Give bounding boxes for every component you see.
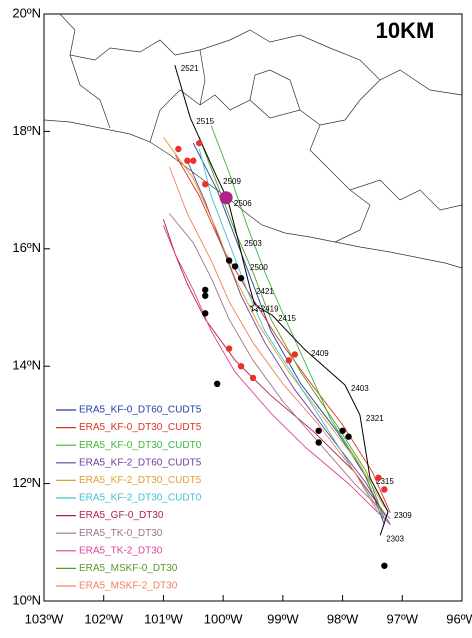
track-dot [196,139,203,147]
track-dot [225,257,233,264]
state-border [199,49,206,106]
time-label: 2503 [244,239,262,248]
track-dot [231,263,239,270]
track-dot [175,145,182,153]
x-tick-label: 101ºW [144,611,183,626]
track-dot [381,486,388,493]
x-tick-label: 103ºW [25,611,64,626]
y-tick-label: 10ºN [12,592,41,607]
model-track [169,213,391,520]
x-tick-label: 99ºW [267,611,299,626]
state-border [149,89,371,243]
model-track [163,137,385,508]
legend-label: ERA5_GF-0_DT30 [79,510,164,521]
track-dot [190,157,197,164]
track-dot [345,433,352,440]
x-tick-label: 98ºW [327,611,359,626]
track-dot [202,181,209,188]
track-dot [285,357,293,364]
time-label: 2521 [181,64,199,73]
model-track [192,142,385,525]
legend-label: ERA5_TK-0_DT30 [79,528,163,539]
model-track [162,225,391,526]
legend-label: ERA5_KF-0_DT60_CUDT5 [79,405,202,416]
state-border [249,69,301,111]
time-label: 2415 [278,314,296,323]
landfall-marker [219,191,233,205]
y-tick-label: 16ºN [12,240,41,255]
legend-label: ERA5_MSKF-0_DT30 [79,563,178,574]
legend-label: ERA5_KF-0_DT30_CUDT0 [79,440,202,451]
y-tick-label: 12ºN [12,475,41,490]
model-track [162,219,385,514]
time-label: 2500 [250,263,268,272]
time-label: 2515 [196,117,214,126]
track-dot [237,363,245,370]
legend-label: ERA5_TK-2_DT30 [79,545,163,556]
model-track [210,125,385,519]
time-label: 2315 [376,477,394,486]
track-dot [184,157,191,164]
x-tick-label: 96ºW [446,611,472,626]
x-tick-label: 102ºW [84,611,123,626]
legend-label: ERA5_MSKF-2_DT30 [79,581,178,592]
borders [43,13,463,269]
legend-label: ERA5_KF-0_DT30_CUDT5 [79,422,202,433]
time-label: 2419 [261,304,279,313]
y-tick-label: 20ºN [12,5,41,20]
track-dot [202,310,209,317]
track-dot [202,292,209,299]
map-title: 10KM [376,18,435,43]
time-label: 2509 [223,177,241,186]
model-track [175,154,391,514]
track-dot [202,286,209,294]
track-dot [225,345,233,352]
legend-label: ERA5_KF-2_DT60_CUDT5 [79,457,202,468]
track-dot [213,380,221,388]
track-dot [237,274,245,282]
model-track [168,166,379,514]
star-marker [249,301,261,312]
time-label: 2309 [394,511,412,520]
y-tick-label: 18ºN [12,123,41,138]
track-dot [375,474,382,481]
model-track [198,148,385,520]
legend-label: ERA5_KF-2_DT30_CUDT0 [79,493,202,504]
x-tick-label: 97ºW [387,611,419,626]
time-label: 2421 [256,287,274,296]
track-dot [249,374,257,382]
track-dot [381,562,388,569]
track-dot [315,439,322,446]
track-dot [339,427,346,434]
legend-label: ERA5_KF-2_DT30_CUDT5 [79,475,202,486]
frame [43,13,463,602]
state-border [349,179,463,211]
x-tick-label: 100ºW [204,611,243,626]
state-border [319,79,381,126]
time-label: 2303 [386,534,404,543]
time-label: 2403 [351,384,369,393]
time-label: 2506 [234,199,252,208]
time-label: 2409 [311,349,329,358]
track-dot [315,427,322,434]
coastline [43,119,463,269]
state-border [69,54,111,129]
y-tick-label: 14ºN [12,358,41,373]
track-dot [291,351,298,358]
best-track [174,64,389,536]
time-label: 2321 [366,414,384,423]
